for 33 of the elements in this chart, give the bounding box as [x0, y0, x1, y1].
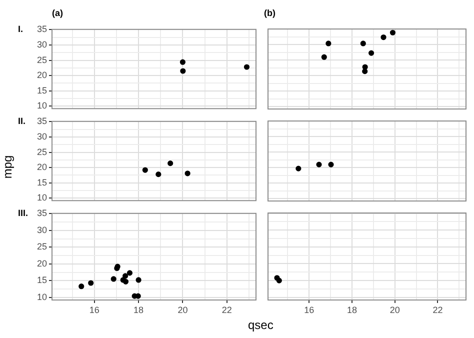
- y-tick-label: 15: [36, 85, 47, 96]
- text: II.: [18, 116, 26, 126]
- y-tick-label: 15: [36, 275, 47, 286]
- chart-title: (a): [52, 8, 63, 18]
- x-tick-label: 20: [390, 304, 400, 315]
- x-tick-label: 16: [89, 304, 100, 315]
- x-axis-title: qsec: [248, 318, 274, 332]
- y-tick-label: 20: [36, 162, 47, 172]
- y-tick-label: 20: [36, 258, 47, 268]
- y-tick-label: 30: [36, 131, 47, 142]
- x-tick-label: 18: [134, 304, 144, 315]
- y-tick-label: 10: [36, 192, 47, 203]
- y-tick-label: 15: [36, 177, 47, 188]
- x-tick-label: 18: [346, 304, 358, 315]
- y-tick-label: 25: [36, 54, 47, 65]
- x-tick-label: 22: [222, 304, 232, 315]
- y-tick-label: 35: [36, 116, 47, 126]
- y-axis-title: mpg: [0, 155, 15, 179]
- y-tick-label: 35: [36, 24, 47, 34]
- text: III.: [18, 208, 28, 218]
- y-tick-label: 25: [36, 242, 47, 252]
- y-tick-label: 20: [36, 70, 47, 80]
- y-tick-label: 35: [36, 208, 47, 218]
- text: I.: [18, 24, 24, 34]
- y-tick-label: 30: [36, 224, 47, 235]
- x-tick-label: 16: [304, 304, 314, 315]
- y-tick-label: 10: [36, 100, 47, 111]
- y-tick-label: 30: [36, 39, 47, 50]
- x-tick-label: 22: [432, 304, 443, 315]
- y-tick-label: 10: [36, 292, 47, 302]
- chart-title: (b): [264, 8, 276, 18]
- y-tick-label: 25: [36, 146, 47, 157]
- x-tick-label: 20: [178, 304, 188, 315]
